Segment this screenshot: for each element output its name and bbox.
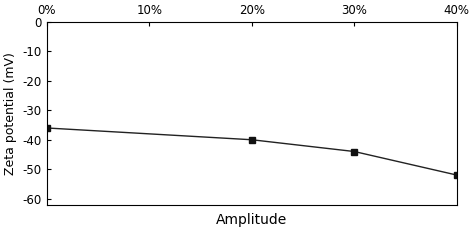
- Y-axis label: Zeta potential (mV): Zeta potential (mV): [4, 52, 17, 175]
- X-axis label: Amplitude: Amplitude: [216, 213, 287, 227]
